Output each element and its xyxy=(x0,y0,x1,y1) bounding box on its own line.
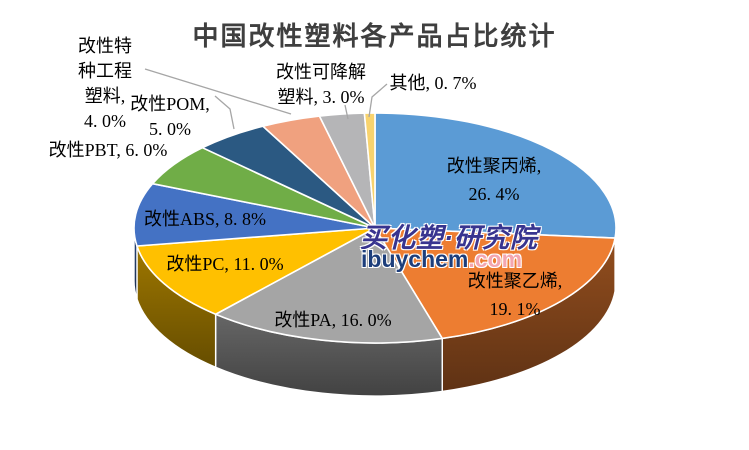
pie-slice-1 xyxy=(374,227,616,340)
pie-slice-2 xyxy=(214,227,444,344)
slice-label-3: 改性PC, 11. 0% xyxy=(166,254,283,274)
leader-line xyxy=(214,95,235,130)
slice-label-7: 改性特种工程塑料, 4. 0% xyxy=(78,36,132,131)
slice-label-2: 改性PA, 16. 0% xyxy=(274,310,391,330)
leader-line xyxy=(368,83,388,118)
pie-slice-4 xyxy=(133,182,376,247)
slice-label-8: 改性可降解塑料, 3. 0% xyxy=(276,62,366,107)
watermark-brand-suffix: .com xyxy=(468,246,523,272)
slice-label-5: 改性PBT, 6. 0% xyxy=(49,140,168,160)
leader-line xyxy=(344,104,349,120)
watermark-brand-name: ibuychem xyxy=(361,246,469,272)
watermark-text: 买化塑·研究院 xyxy=(360,223,538,253)
slice-label-1: 改性聚乙烯, 19. 1% xyxy=(468,271,563,319)
leader-line xyxy=(144,68,292,115)
pie-slice-3 xyxy=(136,227,376,316)
slice-label-0: 改性聚丙烯, 26. 4% xyxy=(447,156,542,204)
chart-title: 中国改性塑料各产品占比统计 xyxy=(192,22,557,51)
pie-slice-0 xyxy=(374,112,617,239)
slice-label-4: 改性ABS, 8. 8% xyxy=(144,209,266,229)
slice-label-6: 改性POM, 5. 0% xyxy=(130,94,210,139)
watermark-brand: ibuychem.com xyxy=(361,246,522,273)
slice-label-9: 其他, 0. 7% xyxy=(390,73,477,93)
